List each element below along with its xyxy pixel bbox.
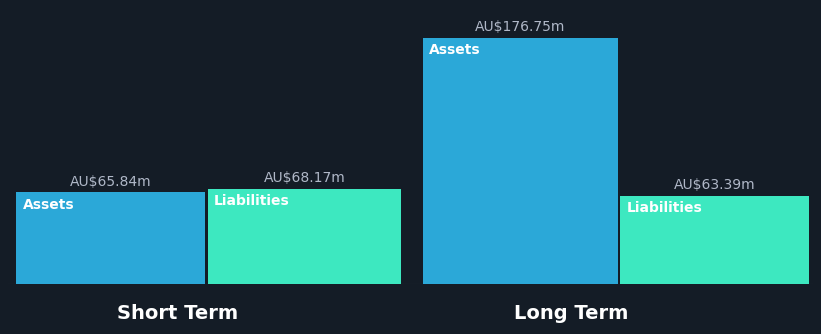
Text: AU$176.75m: AU$176.75m bbox=[475, 20, 566, 34]
Bar bbox=[423, 38, 618, 284]
Text: AU$65.84m: AU$65.84m bbox=[70, 174, 152, 188]
Text: Liabilities: Liabilities bbox=[214, 194, 290, 208]
Text: Assets: Assets bbox=[23, 197, 75, 211]
Bar bbox=[621, 196, 809, 284]
Bar bbox=[208, 189, 401, 284]
Bar bbox=[16, 192, 205, 284]
Text: Liabilities: Liabilities bbox=[627, 201, 703, 215]
Text: Assets: Assets bbox=[429, 43, 480, 57]
Text: Short Term: Short Term bbox=[117, 305, 238, 323]
Text: AU$68.17m: AU$68.17m bbox=[264, 171, 345, 185]
Text: AU$63.39m: AU$63.39m bbox=[674, 178, 755, 192]
Text: Long Term: Long Term bbox=[514, 305, 629, 323]
